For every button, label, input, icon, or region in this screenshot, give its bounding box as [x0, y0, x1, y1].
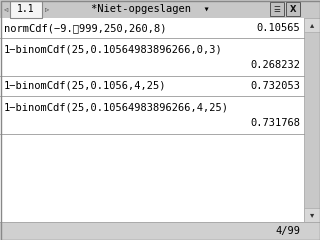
Text: ◃: ◃ — [4, 5, 8, 13]
Text: ☰: ☰ — [274, 5, 280, 13]
Text: normCdf(−9.ᴇ999,250,260,8): normCdf(−9.ᴇ999,250,260,8) — [4, 23, 166, 33]
Text: 0.268232: 0.268232 — [250, 60, 300, 70]
Bar — [0, 0, 320, 18]
Bar — [304, 208, 320, 222]
Text: 1−binomCdf(25,0.10564983896266,0,3): 1−binomCdf(25,0.10564983896266,0,3) — [4, 44, 223, 54]
Text: 4/99: 4/99 — [275, 226, 300, 236]
Bar — [286, 2, 300, 16]
Text: ▹: ▹ — [45, 5, 49, 13]
Text: 1−binomCdf(25,0.1056,4,25): 1−binomCdf(25,0.1056,4,25) — [4, 81, 166, 91]
Bar — [304, 18, 320, 32]
Bar — [304, 18, 320, 222]
Text: X: X — [290, 5, 296, 13]
Bar — [0, 222, 320, 240]
Text: 0.10565: 0.10565 — [256, 23, 300, 33]
Bar — [0, 18, 304, 222]
Text: ▾: ▾ — [310, 210, 314, 220]
Bar — [304, 18, 320, 222]
Text: *Niet-opgeslagen  ▾: *Niet-opgeslagen ▾ — [91, 4, 209, 14]
Text: ▴: ▴ — [310, 20, 314, 30]
Bar — [270, 2, 284, 16]
Text: 1.1: 1.1 — [17, 4, 35, 14]
Text: 0.732053: 0.732053 — [250, 81, 300, 91]
FancyBboxPatch shape — [10, 1, 42, 18]
Text: 0.731768: 0.731768 — [250, 118, 300, 128]
Text: 1−binomCdf(25,0.10564983896266,4,25): 1−binomCdf(25,0.10564983896266,4,25) — [4, 102, 229, 112]
